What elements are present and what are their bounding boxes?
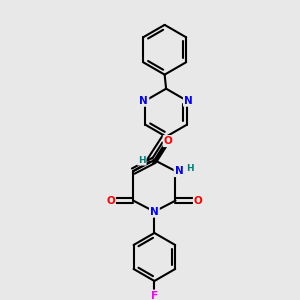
- Text: H: H: [186, 164, 194, 173]
- Text: N: N: [184, 96, 193, 106]
- Text: N: N: [175, 166, 183, 176]
- Text: O: O: [106, 196, 115, 206]
- Text: N: N: [150, 207, 159, 217]
- Text: H: H: [138, 156, 146, 165]
- Text: O: O: [164, 136, 172, 146]
- Text: F: F: [151, 291, 158, 300]
- Text: N: N: [140, 96, 148, 106]
- Text: O: O: [194, 196, 203, 206]
